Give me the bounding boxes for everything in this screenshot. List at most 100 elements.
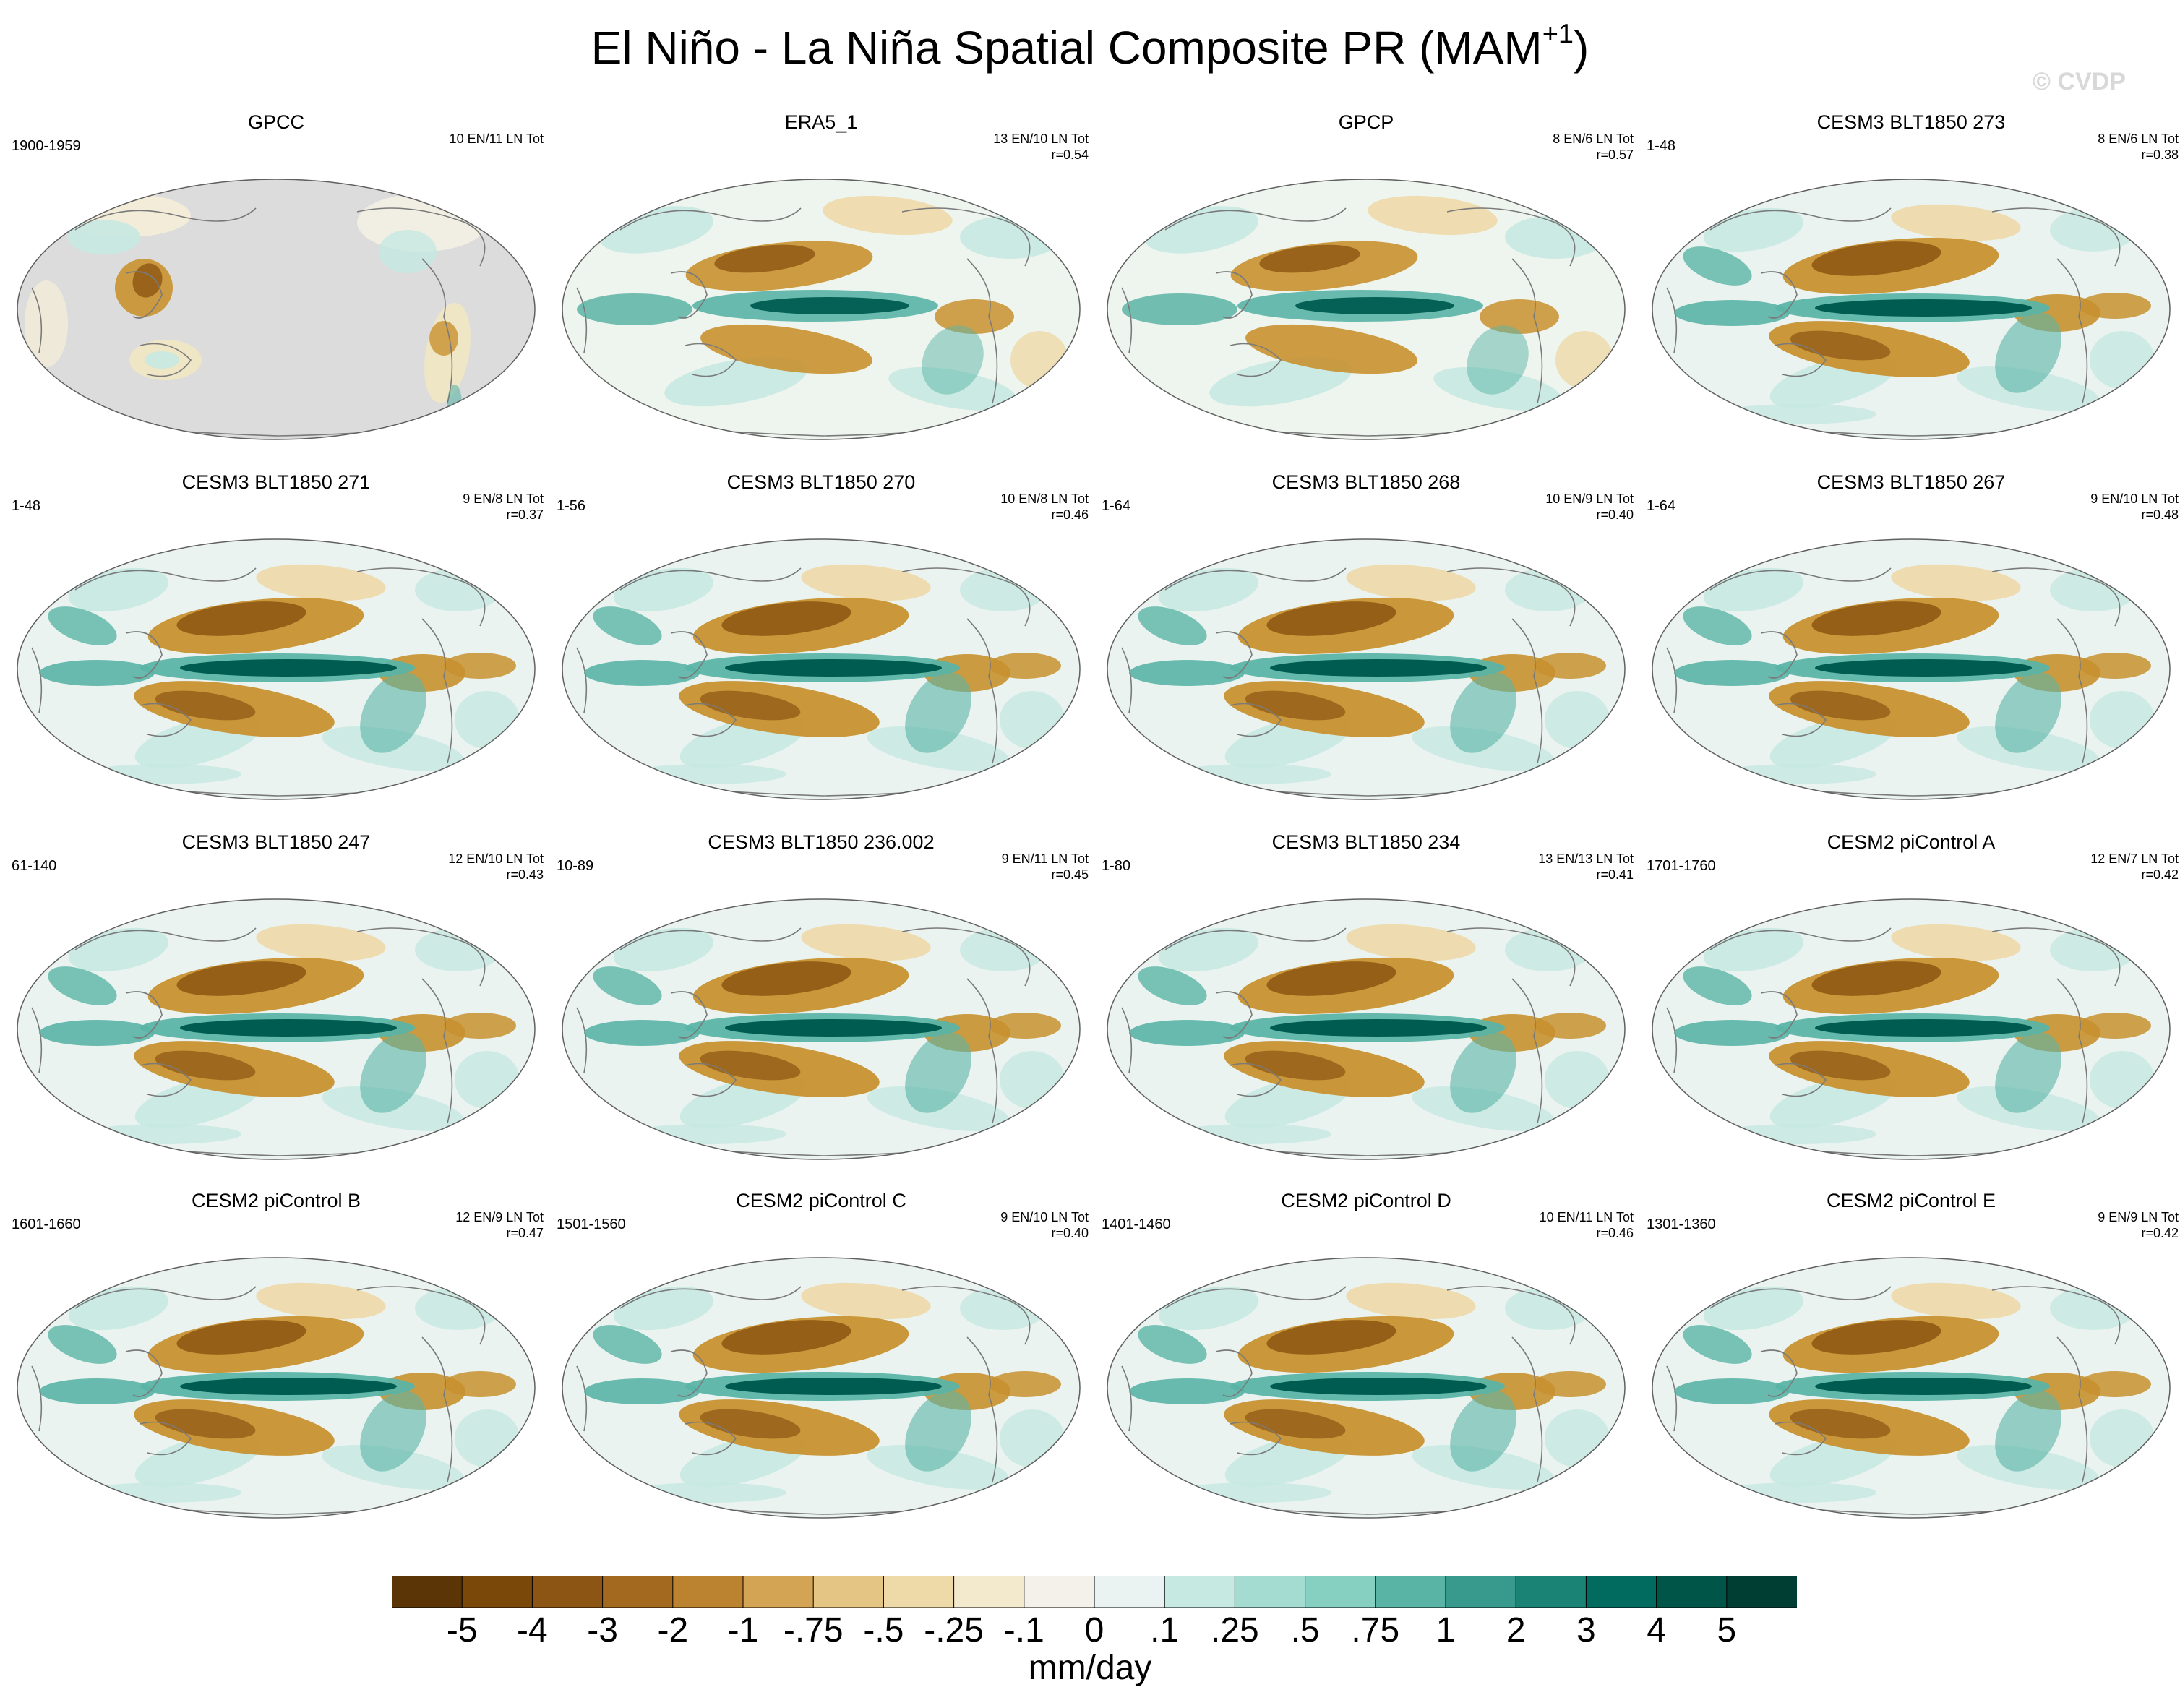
panel-event-counts: 10 EN/11 LN Tot xyxy=(449,132,544,146)
panel-stats: 9 EN/10 LN Tot r=0.40 xyxy=(922,1209,1089,1241)
precip-anomaly-region xyxy=(935,299,1014,334)
precip-anomaly-region xyxy=(1683,1325,1752,1364)
map-outline xyxy=(562,538,1081,800)
precip-anomaly-region xyxy=(1467,325,1529,395)
figure-title-close: ) xyxy=(1574,22,1589,74)
panel-stats: 9 EN/8 LN Tot r=0.37 xyxy=(377,491,544,523)
precip-anomaly-region xyxy=(1346,1282,1476,1320)
coastline xyxy=(1666,287,1678,353)
precip-anomaly-region xyxy=(1891,924,2021,961)
colorbar-swatch xyxy=(1726,1575,1798,1608)
panel-title: CESM3 BLT1850 247 xyxy=(181,831,371,853)
map-outline xyxy=(17,1257,536,1519)
precip-anomaly-region xyxy=(2079,1371,2151,1397)
colorbar-swatch xyxy=(391,1575,463,1608)
coastline xyxy=(901,567,1031,627)
map-panel: CESM3 BLT1850 271 1-48 9 EN/8 LN Tot r=0.37 xyxy=(9,471,544,810)
precip-anomaly-region xyxy=(444,1013,516,1039)
precip-anomaly-region xyxy=(1158,1286,1259,1331)
panel-title: CESM2 piControl A xyxy=(1827,831,1996,853)
coastline xyxy=(1666,1007,1678,1073)
coastline xyxy=(1121,647,1133,713)
panel-pattern-correlation: r=0.43 xyxy=(506,867,544,882)
coastline xyxy=(1709,567,1892,591)
precip-anomaly-region xyxy=(1129,1020,1245,1046)
map-projection xyxy=(17,179,536,440)
map-outline xyxy=(1652,1257,2171,1519)
precip-anomaly-region xyxy=(613,927,714,972)
coastline xyxy=(356,207,486,267)
coastline xyxy=(966,258,998,404)
colorbar-swatch xyxy=(1164,1575,1236,1608)
coastline xyxy=(2056,258,2088,404)
coastline xyxy=(966,1336,998,1482)
panel-event-counts: 12 EN/10 LN Tot xyxy=(448,851,544,866)
coastline xyxy=(74,567,257,591)
coastline xyxy=(1511,618,1543,764)
precip-anomaly-region xyxy=(700,690,801,721)
coastline xyxy=(670,631,708,679)
precip-anomaly-region xyxy=(905,1391,971,1472)
precip-anomaly-region xyxy=(1811,1320,1941,1355)
precip-anomaly-region xyxy=(176,1320,306,1355)
precip-anomaly-region xyxy=(613,1286,714,1331)
coastline xyxy=(2056,978,2088,1124)
precip-anomaly-region xyxy=(1891,1282,2021,1320)
precip-anomaly-region xyxy=(429,321,458,356)
precip-anomaly-region xyxy=(1545,1409,1610,1467)
colorbar-tick-label: 4 xyxy=(1647,1611,1666,1649)
coastline xyxy=(576,1365,588,1432)
panel-title: CESM2 piControl D xyxy=(1281,1190,1451,1211)
precip-anomaly-region xyxy=(801,1282,931,1320)
precip-anomaly-region xyxy=(1000,1409,1065,1467)
precip-anomaly-region xyxy=(1703,927,1804,972)
precip-anomaly-region xyxy=(1266,1320,1396,1355)
coastline xyxy=(421,1336,453,1482)
precip-anomaly-region xyxy=(1683,606,1752,645)
colorbar-swatch xyxy=(672,1575,744,1608)
precip-anomaly-region xyxy=(1683,966,1752,1005)
coastline xyxy=(966,618,998,764)
map-projection xyxy=(17,538,536,800)
precip-anomaly-region xyxy=(989,1371,1061,1397)
panel-period: 1401-1460 xyxy=(1102,1216,1171,1232)
colorbar-tick-label: .25 xyxy=(1211,1611,1259,1649)
panel-title: CESM3 BLT1850 234 xyxy=(1271,831,1461,853)
panel-period: 61-140 xyxy=(12,858,57,874)
map-panel: CESM2 piControl E 1301-1360 9 EN/9 LN Tot r… xyxy=(1644,1189,2179,1529)
map-projection xyxy=(1652,898,2171,1160)
map-projection xyxy=(1107,538,1626,800)
map-outline xyxy=(1652,538,2171,800)
coastline xyxy=(1991,927,2121,987)
coastline xyxy=(421,618,453,764)
precip-anomaly-region xyxy=(750,297,909,314)
map-projection xyxy=(1652,179,2171,440)
precip-anomaly-region xyxy=(1000,691,1065,749)
colorbar-tick-label: -5 xyxy=(446,1611,478,1649)
map-panel: CESM2 piControl A 1701-1760 12 EN/7 LN Tot… xyxy=(1644,831,2179,1170)
precip-anomaly-region xyxy=(68,220,140,254)
precip-anomaly-region xyxy=(1534,1013,1606,1039)
precip-anomaly-region xyxy=(664,356,807,407)
coastline xyxy=(901,1286,1031,1345)
precip-anomaly-region xyxy=(1505,928,1592,971)
coastline xyxy=(1230,1063,1282,1097)
map-projection xyxy=(17,1257,536,1519)
coastline xyxy=(1991,207,2121,267)
colorbar-swatch xyxy=(1656,1575,1728,1608)
figure-title: El Niño - La Niña Spatial Composite PR (… xyxy=(0,19,2180,77)
map-outline xyxy=(1652,898,2171,1160)
precip-anomaly-region xyxy=(256,924,386,961)
map-outline xyxy=(562,1257,1081,1519)
precip-anomaly-region xyxy=(2090,1051,2155,1109)
coastline xyxy=(1121,287,1133,353)
coastline xyxy=(1775,1421,1827,1456)
panel-stats: 9 EN/9 LN Tot r=0.42 xyxy=(2012,1209,2179,1241)
panel-title: CESM3 BLT1850 270 xyxy=(726,471,916,493)
colorbar-tick-label: .75 xyxy=(1351,1611,1400,1649)
map-panel: CESM3 BLT1850 236.002 10-89 9 EN/11 LN Tot… xyxy=(554,831,1089,1170)
precip-anomaly-region xyxy=(1158,927,1259,972)
panel-stats: 13 EN/10 LN Tot r=0.54 xyxy=(922,131,1089,163)
precip-anomaly-region xyxy=(1790,330,1891,361)
coastline xyxy=(576,1007,588,1073)
